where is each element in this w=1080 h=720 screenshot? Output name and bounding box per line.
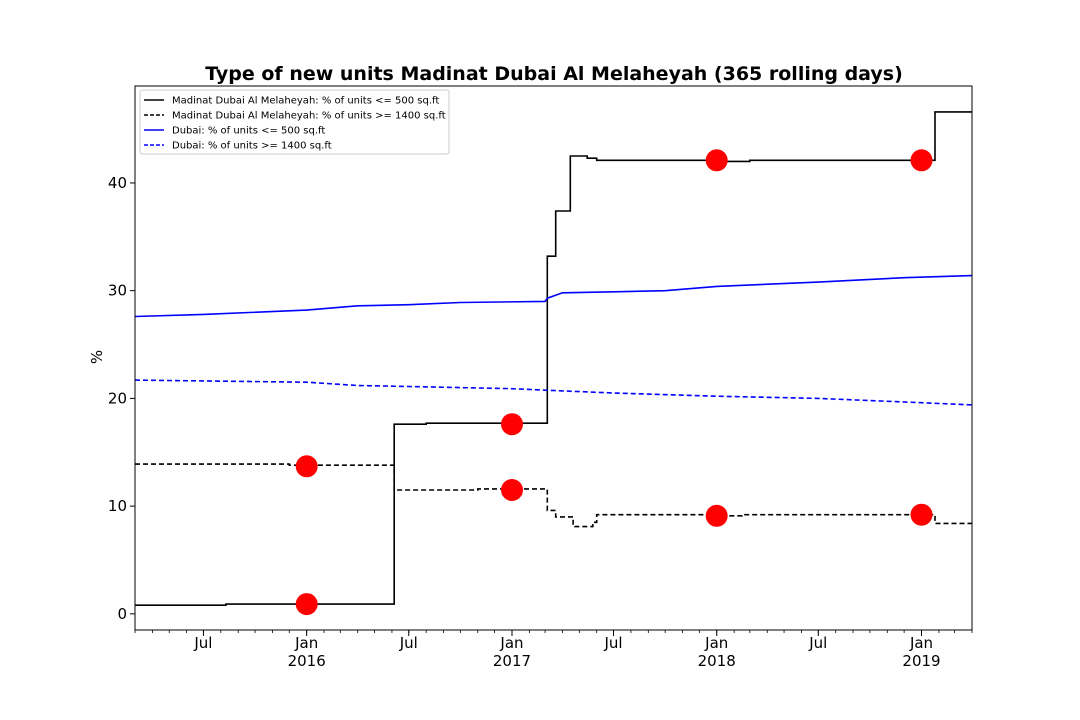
legend: Madinat Dubai Al Melaheyah: % of units <…: [139, 89, 450, 155]
red-marker-point: [705, 504, 728, 527]
series-line-3: [134, 274, 973, 318]
x-tick-label: Jan: [499, 634, 523, 652]
legend-entry-label: Madinat Dubai Al Melaheyah: % of units <…: [172, 96, 439, 107]
x-tick-label: Jan: [294, 634, 318, 652]
plot-frame: [134, 85, 973, 631]
x-tick-year-label: 2016: [288, 652, 326, 670]
y-axis-label: %: [88, 350, 106, 364]
x-tick-label: Jul: [399, 634, 418, 652]
x-tick-label: Jan: [704, 634, 728, 652]
y-axis: 0 10 20 30 40: [108, 174, 135, 623]
red-marker-point: [501, 479, 523, 501]
series-line-1: [135, 111, 972, 606]
series-line-4: [134, 379, 973, 406]
series-layer: [134, 111, 973, 606]
legend-entry-label: Madinat Dubai Al Melaheyah: % of units >…: [172, 111, 446, 122]
x-tick-year-label: 2019: [902, 652, 940, 670]
red-marker-point: [910, 503, 933, 526]
legend-box: [139, 89, 450, 155]
red-marker-point: [295, 593, 318, 616]
red-marker-point: [705, 149, 728, 172]
y-tick-label: 10: [108, 497, 127, 515]
red-marker-point: [501, 413, 523, 436]
y-tick-label: 40: [108, 174, 127, 192]
x-tick-year-label: 2017: [493, 652, 531, 670]
red-marker-point: [295, 455, 318, 478]
y-tick-label: 0: [117, 605, 127, 623]
x-tick-label: Jul: [603, 634, 622, 652]
series-line-2: [135, 463, 972, 528]
red-marker-point: [910, 149, 933, 172]
x-tick-year-label: 2018: [698, 652, 736, 670]
chart-title: Type of new units Madinat Dubai Al Melah…: [205, 63, 903, 85]
legend-entry-label: Dubai: % of units <= 500 sq.ft: [172, 126, 325, 137]
marker-layer: [295, 149, 933, 616]
y-tick-label: 20: [108, 389, 127, 407]
x-tick-label: Jan: [909, 634, 933, 652]
legend-entry-label: Dubai: % of units >= 1400 sq.ft: [172, 141, 332, 152]
x-tick-label: Jul: [808, 634, 827, 652]
x-tick-label: Jul: [193, 634, 212, 652]
y-tick-label: 30: [108, 282, 127, 300]
